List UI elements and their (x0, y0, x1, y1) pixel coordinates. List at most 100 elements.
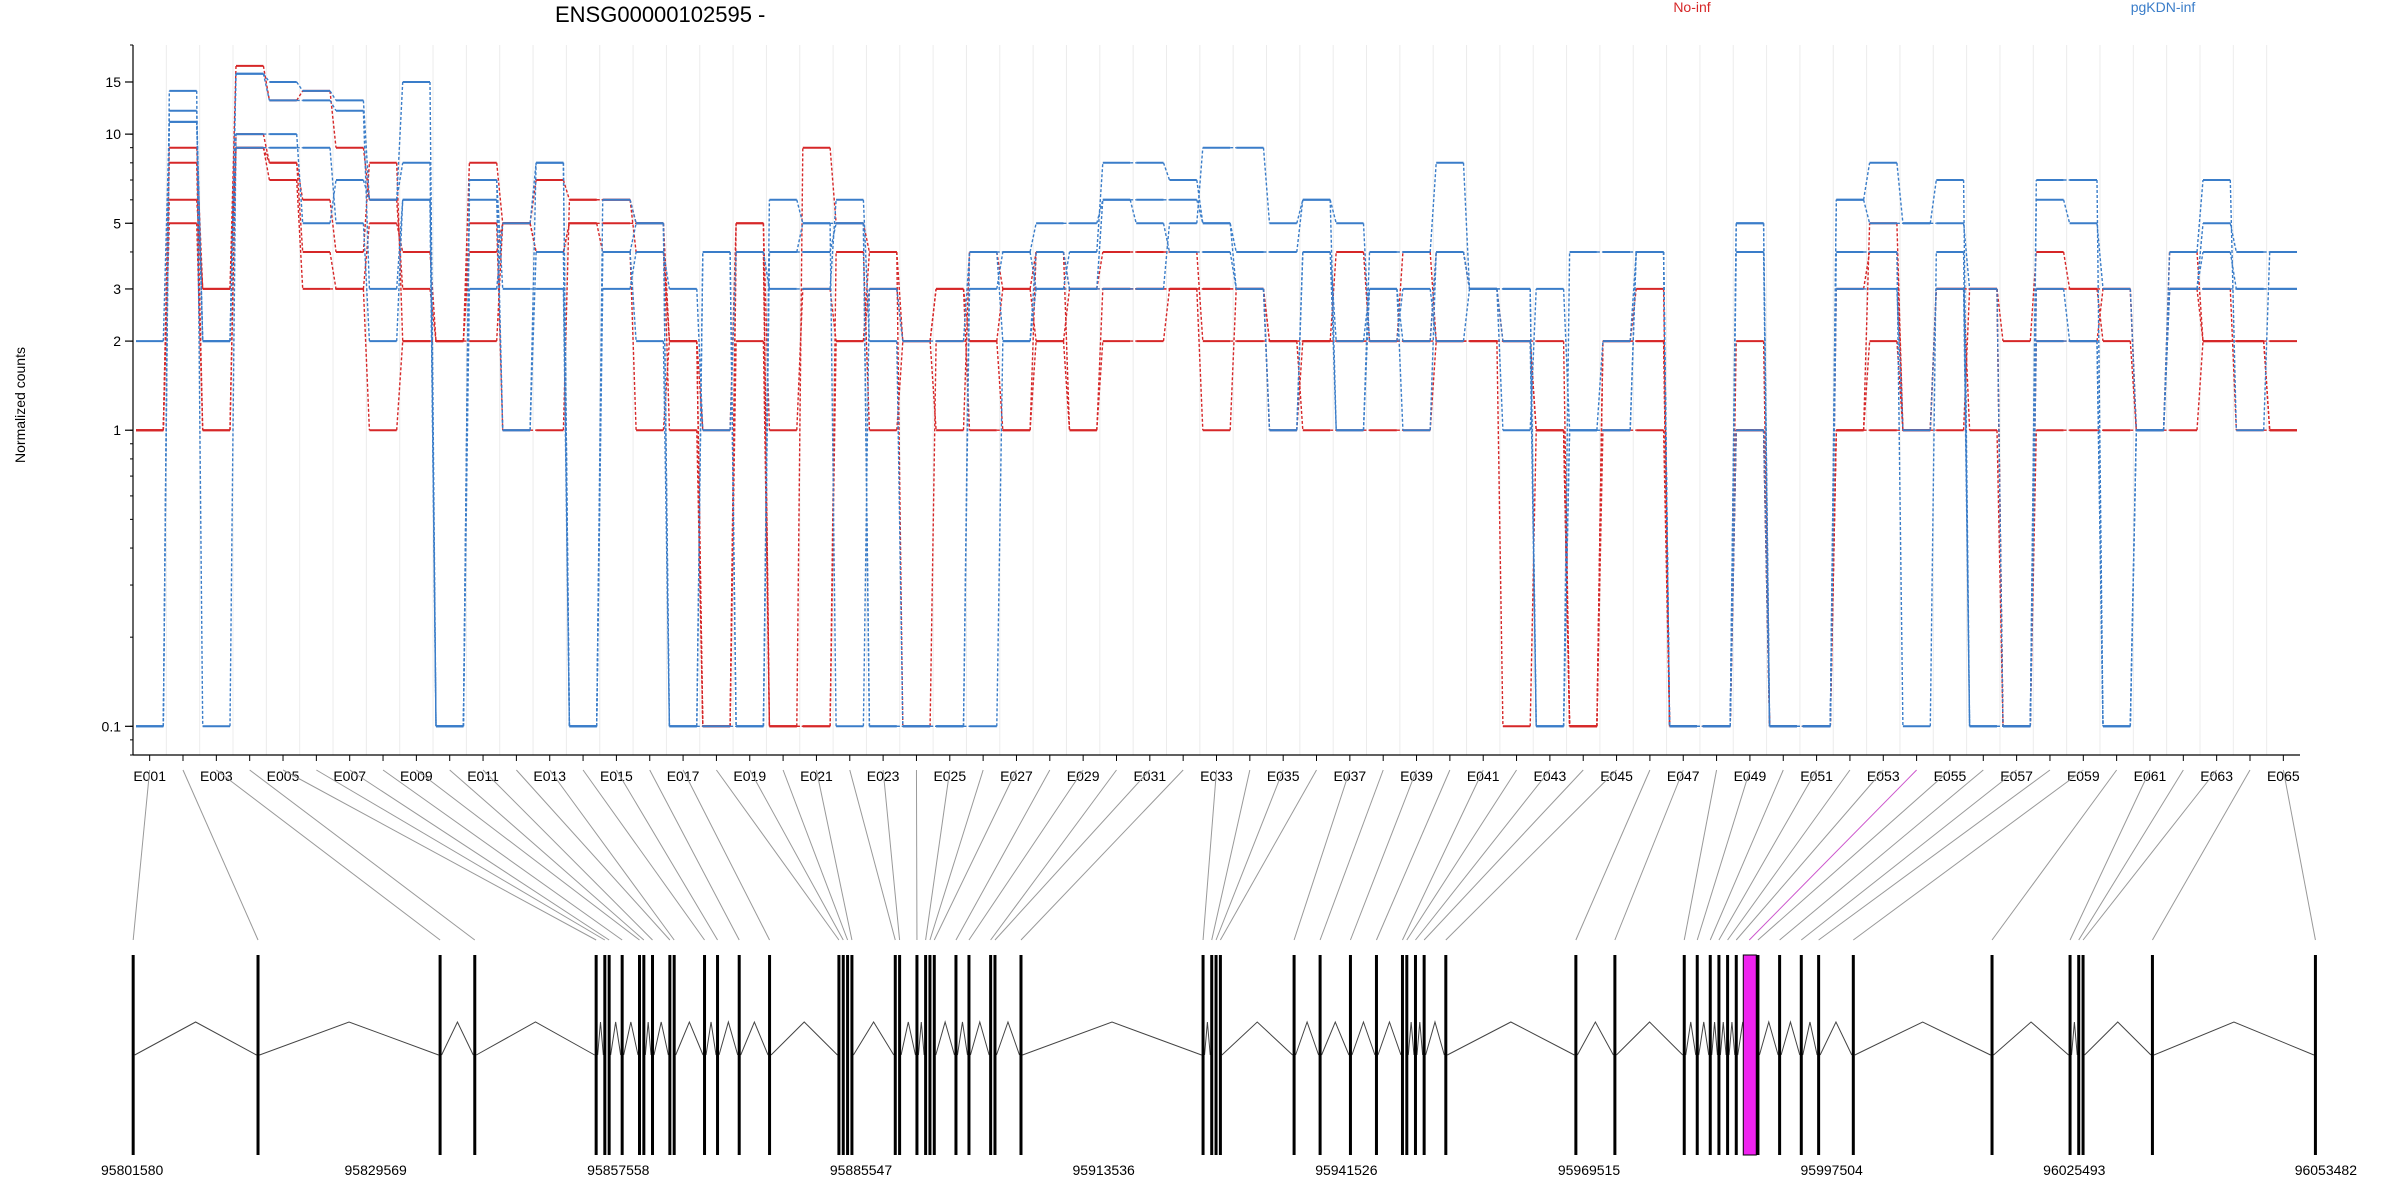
axes: 0.1 1 2 3 5 10 15 E001 E003 E005 E007 E009 E011 E013 E… (102, 44, 2300, 784)
intron (1616, 1021, 1684, 1056)
exon (603, 955, 607, 1155)
x-tick-label: E015 (600, 768, 633, 784)
x-tick-label: E051 (1800, 768, 1833, 784)
x-tick-label: E001 (133, 768, 166, 784)
genomic-coordinate-label: 95857558 (587, 1162, 650, 1178)
exon (1778, 955, 1782, 1155)
exon-link-line (1800, 769, 2017, 941)
intron (969, 1020, 990, 1056)
exon (1708, 955, 1712, 1155)
exon-link-line (282, 769, 597, 941)
exon-connector-dashes (162, 73, 2270, 727)
intron (259, 1021, 439, 1056)
exon-link-line (1423, 769, 1584, 941)
exon (928, 955, 932, 1155)
intron (134, 1021, 257, 1056)
exon-link-line (1683, 769, 1718, 941)
exon-link-line (132, 769, 151, 941)
exon-link-line (1215, 769, 1284, 941)
exon (1695, 955, 1699, 1155)
x-tick-label: E039 (1400, 768, 1433, 784)
y-tick-label: 2 (113, 333, 121, 349)
y-tick-label: 3 (113, 281, 121, 297)
exon-link-line (1319, 769, 1384, 941)
exon (672, 955, 676, 1155)
intron (852, 1021, 895, 1056)
exon (1214, 955, 1218, 1155)
exon-link-line (749, 769, 844, 941)
exon (846, 955, 850, 1155)
intron (1377, 1020, 1402, 1056)
exon (1444, 955, 1448, 1155)
exon-link-line (615, 769, 718, 941)
exon-link-line (929, 769, 984, 941)
exon-link-line (649, 769, 740, 941)
intron (770, 1021, 838, 1056)
intron (1819, 1020, 1853, 1056)
genomic-coordinate-label: 95801580 (101, 1162, 164, 1178)
series-pgkdn-inf-5 (136, 72, 2297, 728)
exon (2068, 955, 2072, 1155)
y-tick-label: 5 (113, 215, 121, 231)
x-tick-label: E037 (1334, 768, 1367, 784)
exon-link-line (182, 769, 259, 941)
exon (703, 955, 707, 1155)
exon-link-line (1718, 769, 1818, 941)
x-tick-label: E033 (1200, 768, 1233, 784)
exon (932, 955, 936, 1155)
x-tick-label: E013 (533, 768, 566, 784)
series-no-inf-2 (136, 146, 2297, 728)
intron (2071, 1021, 2078, 1056)
exon-link-line (933, 769, 1017, 941)
exon-link-line (2151, 769, 2251, 941)
series-no-inf-1 (136, 146, 2297, 728)
genomic-coordinate-label: 95829569 (345, 1162, 408, 1178)
exon-link-line (925, 769, 951, 941)
x-tick-label: E031 (1133, 768, 1166, 784)
exon (1817, 955, 1821, 1155)
x-tick-label: E003 (200, 768, 233, 784)
x-tick-label: E029 (1067, 768, 1100, 784)
exon-link-line (416, 769, 640, 941)
exon-link-line (1402, 769, 1484, 941)
exon (989, 955, 993, 1155)
x-tick-label: E011 (467, 768, 499, 784)
x-tick-label: E005 (267, 768, 300, 784)
exon (2081, 955, 2085, 1155)
intron (1447, 1021, 1575, 1056)
exon-level-segments (136, 120, 2297, 728)
y-tick-label: 15 (105, 74, 121, 90)
gridlines (165, 45, 2268, 755)
exon (642, 955, 646, 1155)
genomic-coordinate-label: 95913536 (1073, 1162, 1136, 1178)
exon-link-line (382, 769, 623, 941)
exon-connector-lines (132, 769, 2316, 941)
exon-link-line (1696, 769, 1751, 941)
intron (935, 1020, 955, 1056)
genomic-coordinate-label: 96053482 (2295, 1162, 2358, 1178)
exon-link-line (1375, 769, 1451, 941)
exon-connector-dashes (162, 147, 2271, 727)
exon (924, 955, 928, 1155)
exon (893, 955, 897, 1155)
intron (597, 1021, 604, 1056)
intron (1780, 1020, 1801, 1056)
exon-link-line (1406, 769, 1517, 941)
exon (638, 955, 642, 1155)
exon-connector-dashes (162, 81, 2270, 727)
intron (1728, 1021, 1736, 1056)
genomic-coordinate-label: 95941526 (1315, 1162, 1378, 1178)
exon-link-line (582, 769, 705, 941)
x-tick-label: E035 (1267, 768, 1300, 784)
exon-level-segments (136, 81, 2297, 728)
exon-link-line (716, 769, 840, 941)
intron (1321, 1020, 1350, 1056)
exon-link-line (782, 769, 849, 941)
exon (1851, 955, 1855, 1155)
x-tick-label: E047 (1667, 768, 1700, 784)
exon (768, 955, 772, 1155)
exon-link-line (882, 769, 901, 941)
x-tick-label: E059 (2067, 768, 2100, 784)
exon (2150, 955, 2154, 1155)
exon (473, 955, 477, 1155)
